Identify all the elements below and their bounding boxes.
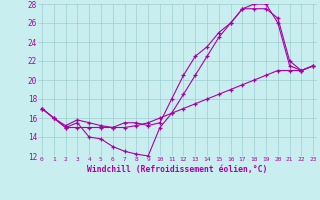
- X-axis label: Windchill (Refroidissement éolien,°C): Windchill (Refroidissement éolien,°C): [87, 165, 268, 174]
